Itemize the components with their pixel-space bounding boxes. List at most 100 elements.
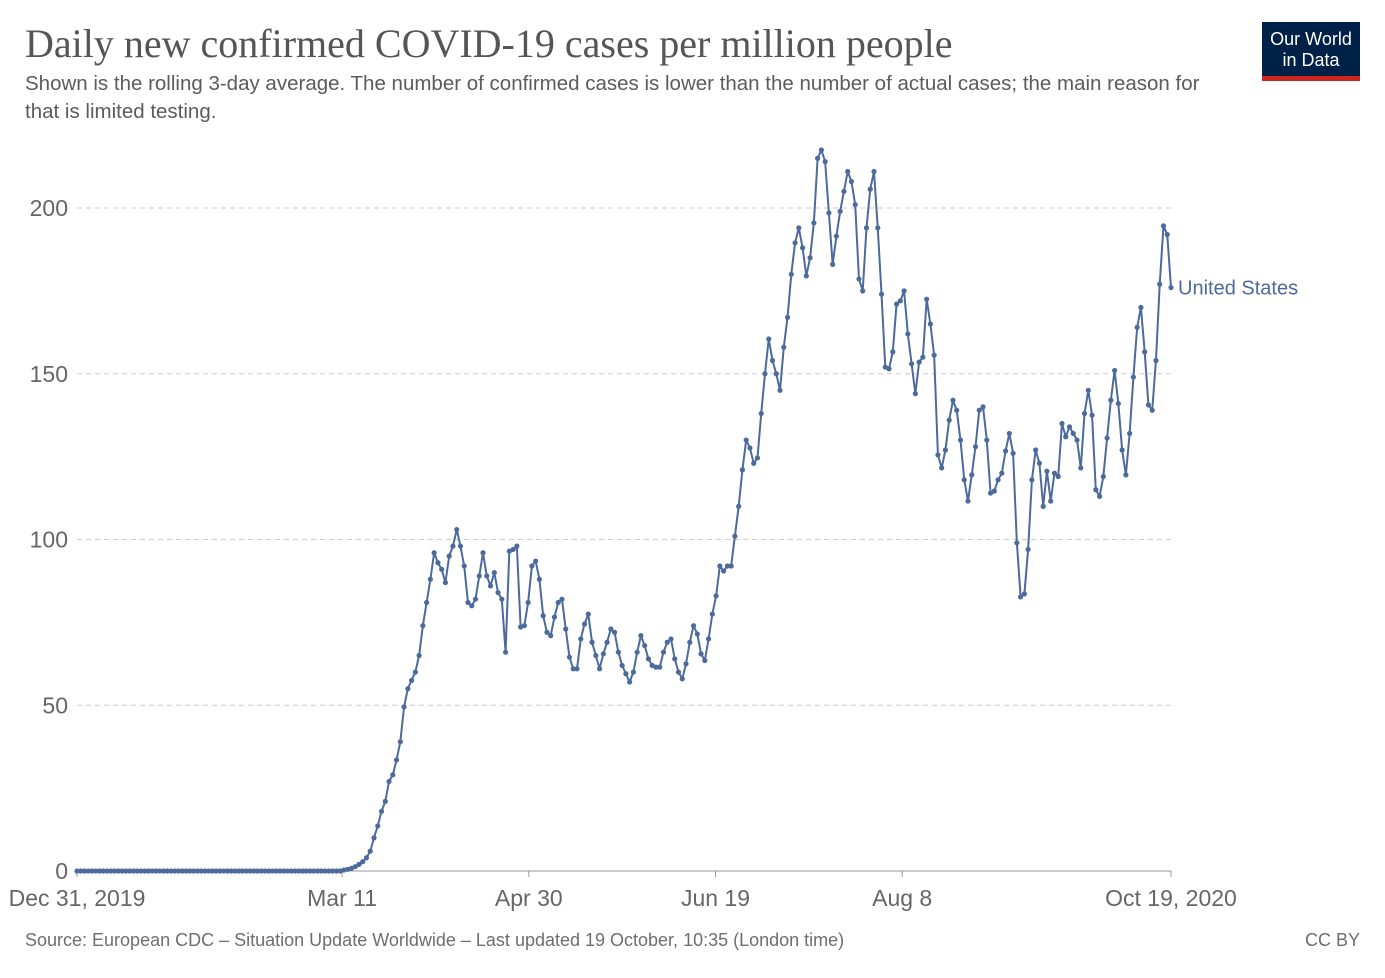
x-tick-label: Apr 30 [495, 885, 563, 911]
data-point [525, 599, 531, 606]
data-point [424, 599, 430, 606]
data-point [179, 868, 185, 874]
data-point [1066, 424, 1073, 430]
data-point [600, 651, 606, 657]
data-point [826, 210, 832, 216]
data-point [623, 671, 629, 677]
data-point [893, 301, 900, 307]
data-point [852, 202, 858, 208]
data-point [608, 626, 614, 632]
data-point [484, 573, 490, 579]
data-point [965, 498, 971, 504]
data-point [942, 447, 949, 453]
data-point [690, 623, 697, 629]
data-point [1021, 591, 1027, 597]
x-tick-label: Oct 19, 2020 [1105, 885, 1237, 911]
data-point [721, 568, 727, 574]
data-point [363, 855, 370, 861]
data-point [454, 526, 460, 533]
x-tick-label: Jun 19 [681, 885, 750, 911]
data-point [1006, 430, 1012, 437]
data-point [1059, 420, 1065, 427]
data-point [747, 445, 753, 451]
data-point [612, 629, 618, 635]
data-point [164, 868, 170, 874]
data-point [465, 599, 471, 606]
data-point [905, 331, 911, 337]
data-point [175, 868, 182, 874]
data-point [589, 639, 595, 645]
data-point [1078, 465, 1084, 471]
data-point [205, 868, 212, 874]
data-point [491, 570, 497, 576]
data-point [529, 563, 535, 569]
data-point [119, 868, 125, 874]
x-tick-label: Mar 11 [307, 885, 377, 911]
data-point [127, 868, 133, 874]
data-point [574, 666, 580, 672]
data-point [190, 868, 197, 874]
data-point [1157, 281, 1163, 287]
data-point [1096, 493, 1103, 500]
data-point [1036, 460, 1043, 466]
data-point [766, 336, 772, 342]
data-point [533, 558, 539, 564]
data-point [627, 679, 633, 685]
data-point [521, 623, 527, 629]
license-link[interactable]: CC BY [1304, 930, 1360, 950]
data-point [593, 652, 599, 659]
data-point [435, 560, 441, 566]
data-point [431, 550, 437, 556]
data-point [209, 868, 215, 874]
data-point [1149, 407, 1155, 413]
data-point [1145, 402, 1152, 408]
data-point [841, 188, 847, 195]
data-point [258, 868, 264, 874]
data-point [303, 868, 309, 874]
data-point [886, 366, 892, 372]
data-point [367, 848, 373, 854]
series-line [77, 148, 1172, 872]
data-point [724, 563, 730, 569]
data-point [138, 868, 144, 874]
data-point [386, 778, 392, 785]
data-point [457, 543, 464, 549]
data-point [183, 868, 189, 874]
data-point [927, 321, 933, 327]
data-point [980, 404, 986, 410]
data-point [657, 664, 663, 670]
data-point [1085, 387, 1091, 393]
data-point [104, 868, 110, 874]
data-point [1070, 430, 1076, 437]
data-point [236, 868, 242, 874]
data-point [262, 868, 268, 874]
y-tick-label: 50 [42, 692, 68, 718]
data-point [160, 868, 167, 874]
data-point [702, 657, 708, 664]
data-point [1168, 284, 1174, 291]
data-point [1142, 349, 1148, 355]
data-point [232, 868, 238, 874]
data-point [273, 868, 279, 874]
data-point [1089, 412, 1095, 418]
data-point [446, 553, 452, 559]
data-point [1014, 540, 1020, 546]
data-point [781, 344, 787, 350]
data-point [961, 477, 967, 483]
data-point [142, 868, 148, 874]
data-point [1063, 434, 1069, 440]
data-point [555, 599, 561, 606]
data-point [863, 225, 870, 231]
data-point [672, 656, 678, 662]
data-point [642, 642, 648, 649]
data-point [78, 868, 84, 874]
data-point [596, 666, 603, 672]
data-point [1164, 231, 1170, 238]
data-point [683, 661, 689, 667]
data-point [1153, 357, 1159, 364]
data-point [439, 566, 445, 572]
data-point [1074, 437, 1080, 443]
data-point [848, 178, 855, 185]
owid-logo[interactable]: Our World in Data [1262, 22, 1360, 81]
x-tick-label: Aug 8 [872, 885, 932, 911]
